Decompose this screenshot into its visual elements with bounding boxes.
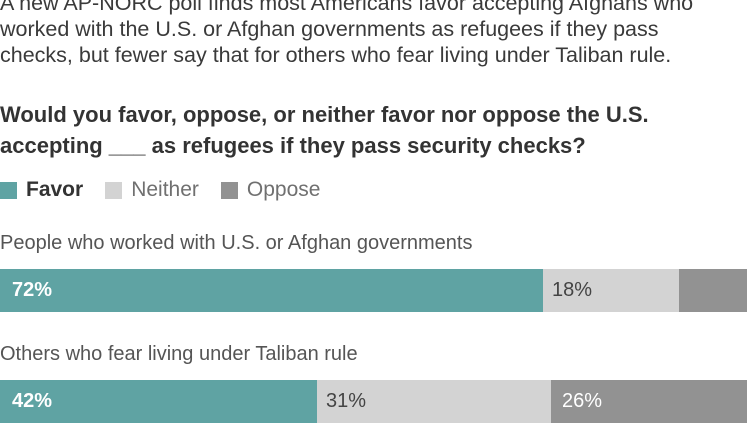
bar-segment-favor-governments: 72%	[0, 269, 543, 312]
legend-label-favor: Favor	[26, 178, 84, 201]
data-label-favor-taliban: 42%	[12, 390, 53, 412]
category-label-taliban: Others who fear living under Taliban rul…	[0, 343, 358, 365]
intro-line-2: worked with the U.S. or Afghan governmen…	[0, 17, 659, 41]
intro-line-1: A new AP-NORC poll finds most Americans …	[0, 0, 694, 15]
data-label-neither-taliban: 31%	[326, 390, 367, 412]
data-label-oppose-taliban: 26%	[562, 390, 603, 412]
question-line-2: accepting ___ as refugees if they pass s…	[0, 133, 586, 158]
legend-label-neither: Neither	[131, 178, 199, 201]
data-label-neither-governments: 18%	[552, 279, 593, 301]
survey-question: Would you favor, oppose, or neither favo…	[0, 99, 747, 161]
legend-swatch-favor	[0, 181, 17, 199]
bar-segment-neither-governments: 18%	[543, 269, 679, 312]
intro-line-3: checks, but fewer say that for others wh…	[0, 43, 672, 67]
legend-item-neither: Neither	[105, 178, 199, 202]
bar-row-governments: 72% 18%	[0, 269, 747, 312]
legend-item-oppose: Oppose	[220, 178, 321, 202]
legend-swatch-neither	[105, 181, 123, 199]
legend-swatch-oppose	[220, 181, 238, 199]
bar-segment-favor-taliban: 42%	[0, 380, 317, 423]
bar-segment-oppose-governments	[679, 269, 747, 312]
category-label-governments: People who worked with U.S. or Afghan go…	[0, 232, 473, 254]
bar-segment-oppose-taliban: 26%	[551, 380, 747, 423]
chart-legend: Favor Neither Oppose	[0, 176, 342, 204]
legend-label-oppose: Oppose	[246, 178, 321, 201]
legend-item-favor: Favor	[0, 178, 83, 202]
bar-segment-neither-taliban: 31%	[317, 380, 551, 423]
intro-text: A new AP-NORC poll finds most Americans …	[0, 0, 747, 68]
bar-row-taliban: 42% 31% 26%	[0, 380, 747, 423]
data-label-favor-governments: 72%	[12, 279, 53, 301]
question-line-1: Would you favor, oppose, or neither favo…	[0, 102, 649, 127]
